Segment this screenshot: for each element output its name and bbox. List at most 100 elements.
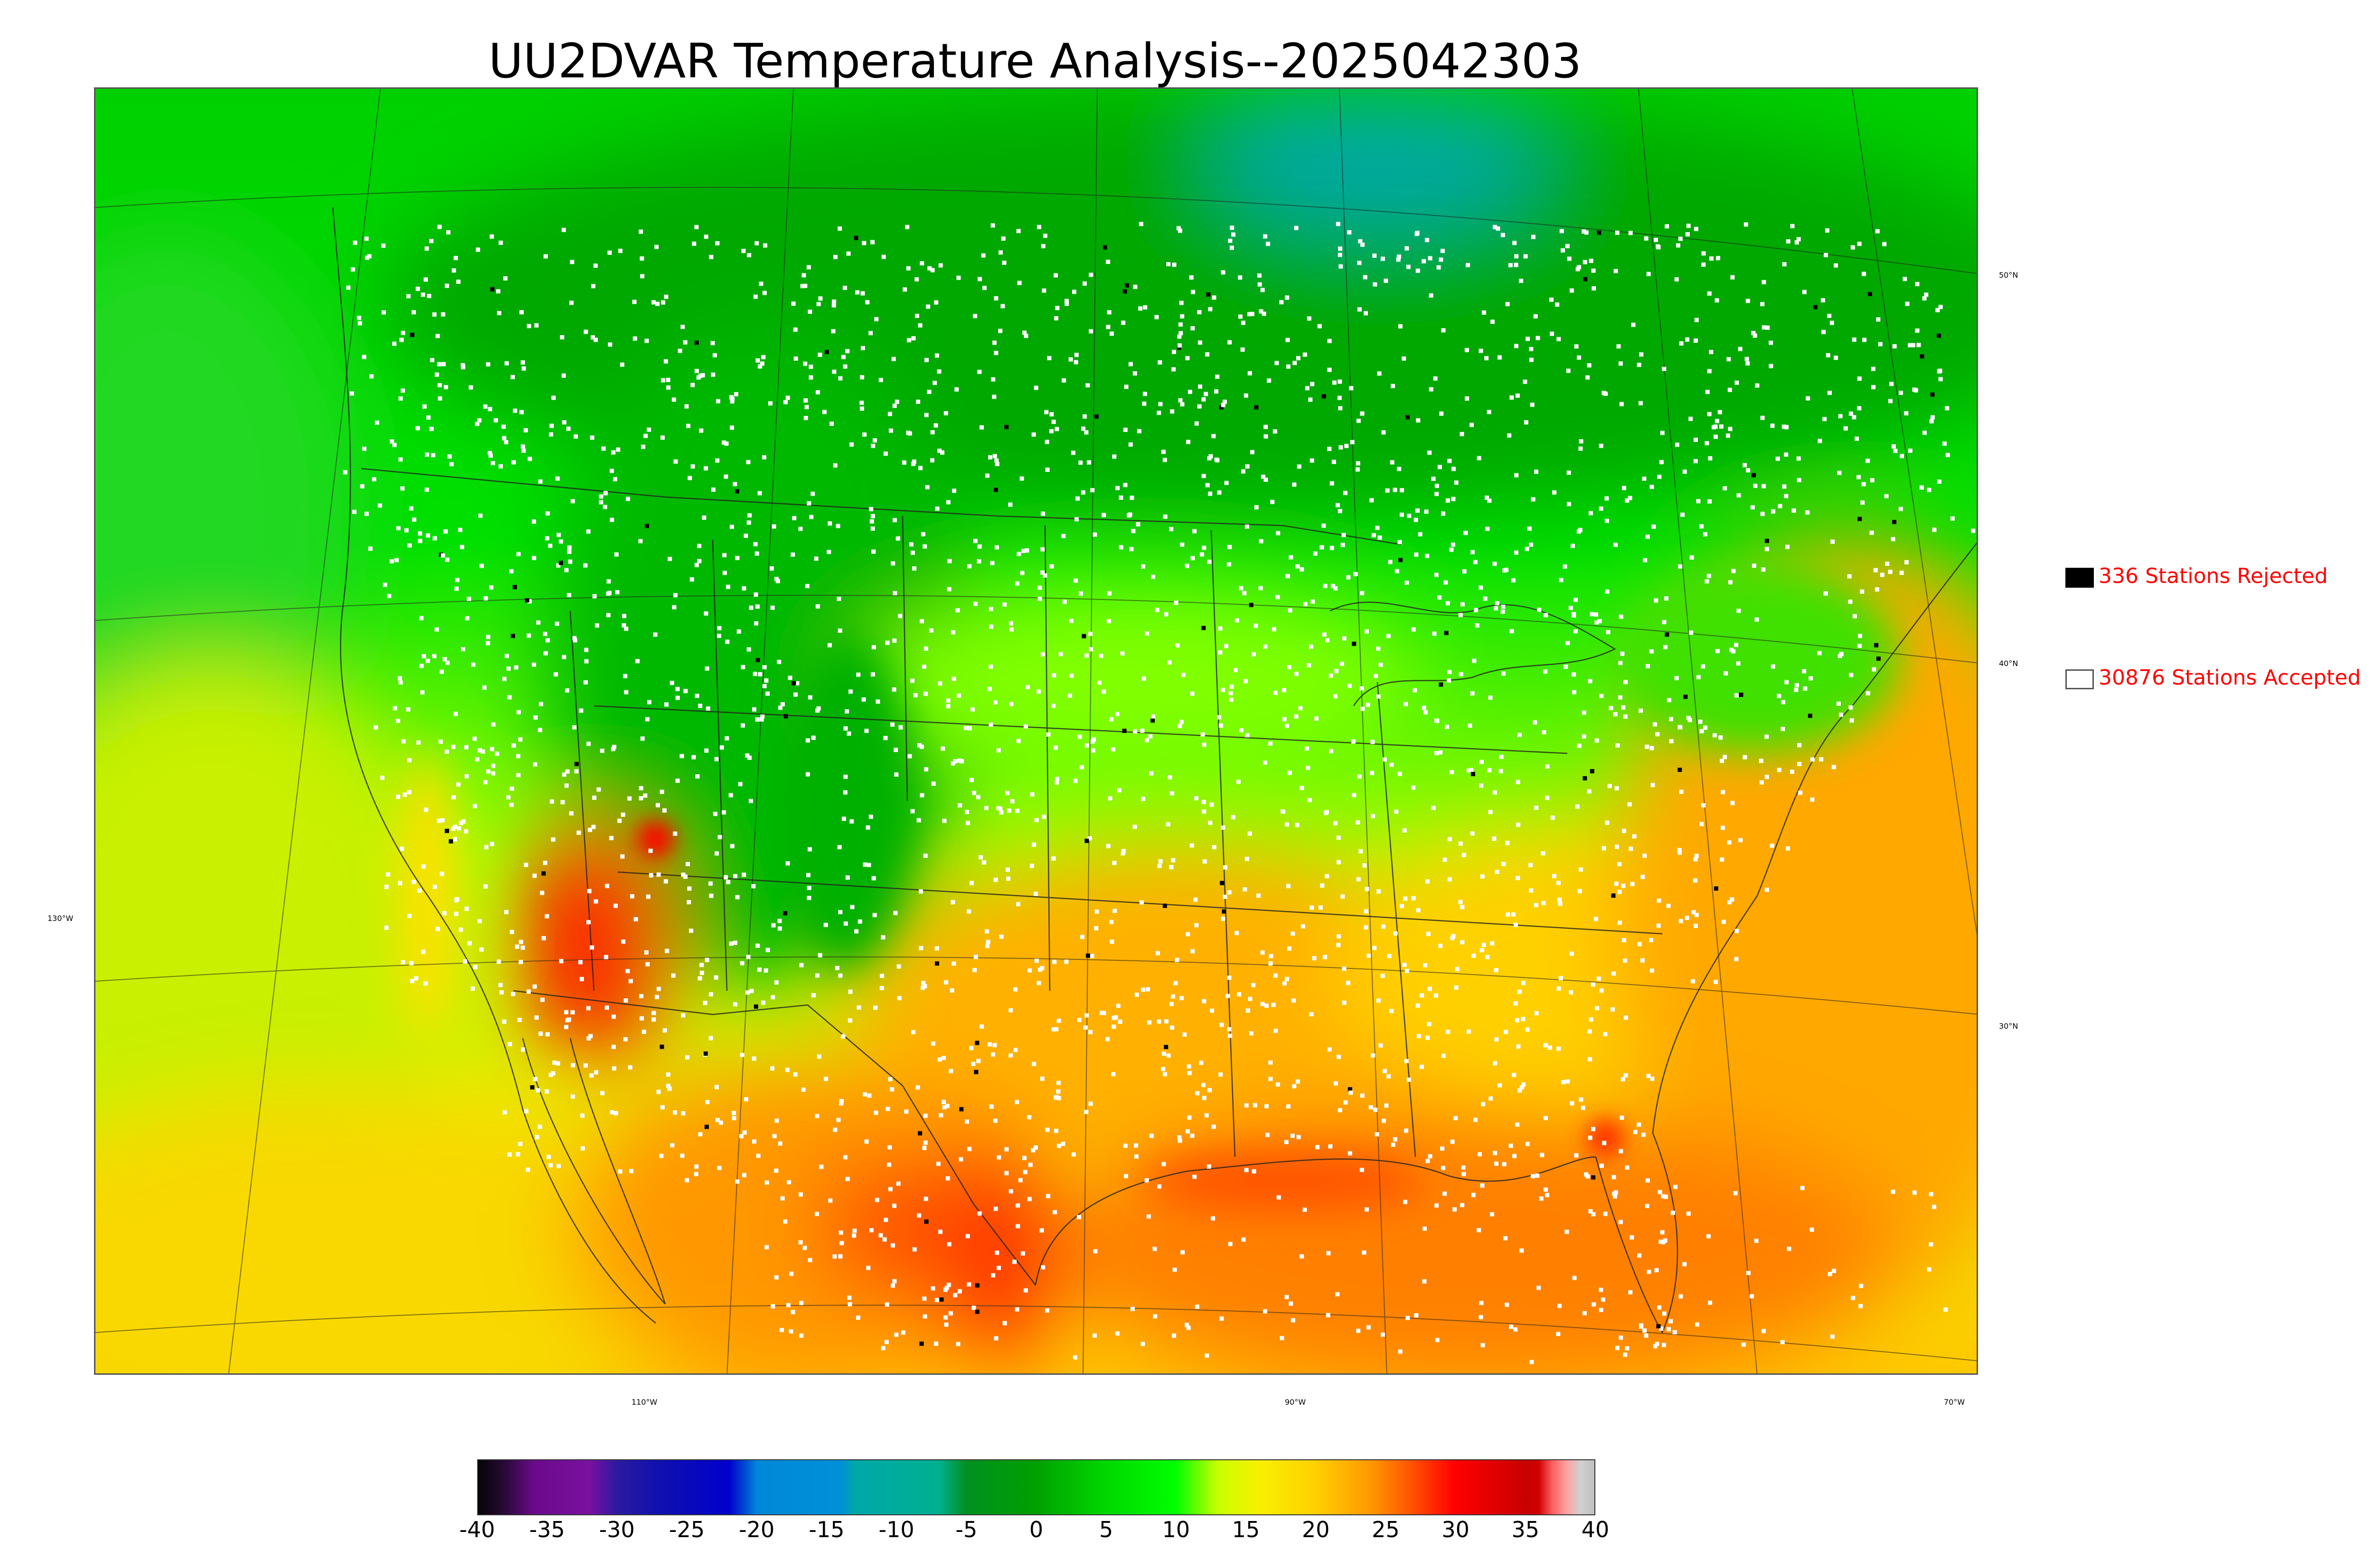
station-accepted-marker — [976, 795, 980, 799]
station-accepted-marker — [881, 254, 886, 259]
station-accepted-marker — [890, 722, 895, 727]
station-accepted-marker — [1290, 1134, 1295, 1138]
station-accepted-marker — [1231, 232, 1235, 237]
station-accepted-marker — [688, 476, 692, 480]
station-accepted-marker — [1245, 1008, 1250, 1013]
station-accepted-marker — [521, 448, 526, 453]
station-accepted-marker — [1495, 870, 1499, 874]
station-accepted-marker — [1106, 619, 1111, 623]
station-accepted-marker — [1857, 406, 1862, 411]
station-accepted-marker — [1483, 596, 1488, 601]
station-accepted-marker — [1607, 784, 1612, 789]
station-accepted-marker — [532, 984, 537, 989]
station-accepted-marker — [694, 225, 699, 229]
station-accepted-marker — [1178, 1138, 1182, 1143]
station-accepted-marker — [869, 519, 874, 524]
station-accepted-marker — [574, 434, 578, 439]
station-accepted-marker — [1406, 264, 1411, 269]
station-rejected-marker — [791, 681, 796, 685]
lon-line-110 — [726, 89, 794, 1373]
station-accepted-marker — [973, 955, 978, 959]
station-accepted-marker — [785, 1068, 790, 1072]
station-accepted-marker — [1351, 739, 1356, 744]
colorbar-tick-label: 30 — [1441, 1517, 1470, 1542]
station-accepted-marker — [606, 579, 611, 584]
station-accepted-marker — [1039, 1228, 1044, 1233]
station-accepted-marker — [1134, 992, 1139, 997]
station-accepted-marker — [1471, 1192, 1476, 1197]
station-accepted-marker — [755, 358, 760, 363]
station-accepted-marker — [873, 438, 877, 443]
station-accepted-marker — [992, 1043, 997, 1048]
station-accepted-marker — [887, 1145, 892, 1150]
station-accepted-marker — [846, 251, 851, 256]
station-accepted-marker — [1494, 968, 1498, 973]
station-accepted-marker — [1338, 509, 1342, 514]
station-accepted-marker — [919, 946, 923, 950]
station-accepted-marker — [372, 477, 377, 481]
station-accepted-marker — [965, 809, 969, 814]
station-accepted-marker — [461, 363, 465, 367]
station-accepted-marker — [801, 273, 806, 278]
station-accepted-marker — [421, 292, 425, 297]
station-accepted-marker — [1080, 935, 1084, 939]
station-accepted-marker — [526, 989, 531, 994]
station-accepted-marker — [1005, 790, 1010, 795]
station-accepted-marker — [1061, 534, 1066, 538]
station-accepted-marker — [651, 300, 656, 305]
station-accepted-marker — [1338, 379, 1342, 384]
station-rejected-marker — [1405, 415, 1410, 420]
station-accepted-marker — [377, 503, 382, 508]
station-accepted-marker — [744, 534, 748, 538]
station-accepted-marker — [1325, 638, 1329, 643]
station-accepted-marker — [1163, 514, 1168, 519]
temperature-map[interactable] — [94, 87, 1978, 1375]
station-accepted-marker — [950, 988, 954, 993]
field-pacific-north — [95, 231, 357, 801]
station-accepted-marker — [477, 418, 481, 423]
station-accepted-marker — [1040, 966, 1045, 970]
station-accepted-marker — [1529, 543, 1534, 547]
station-accepted-marker — [685, 1178, 689, 1183]
station-accepted-marker — [1639, 1324, 1643, 1329]
station-accepted-marker — [1346, 981, 1350, 986]
station-accepted-marker — [1208, 307, 1213, 311]
station-accepted-marker — [838, 973, 843, 978]
station-accepted-marker — [1102, 513, 1106, 517]
station-accepted-marker — [1404, 702, 1408, 706]
station-accepted-marker — [980, 425, 984, 430]
station-accepted-marker — [1107, 310, 1112, 315]
station-accepted-marker — [1805, 510, 1810, 515]
station-accepted-marker — [1302, 352, 1307, 357]
station-accepted-marker — [923, 646, 928, 651]
station-accepted-marker — [1212, 295, 1216, 300]
station-accepted-marker — [898, 614, 903, 619]
station-accepted-marker — [1552, 874, 1556, 878]
station-accepted-marker — [1645, 535, 1650, 539]
station-accepted-marker — [1360, 411, 1365, 416]
station-accepted-marker — [1083, 281, 1087, 286]
station-accepted-marker — [1505, 841, 1510, 845]
station-accepted-marker — [1034, 958, 1039, 963]
station-accepted-marker — [1240, 347, 1245, 352]
station-accepted-marker — [1415, 268, 1420, 273]
station-accepted-marker — [1694, 912, 1699, 917]
station-accepted-marker — [480, 749, 485, 754]
station-accepted-marker — [1470, 423, 1474, 427]
station-accepted-marker — [511, 743, 516, 748]
station-accepted-marker — [1937, 479, 1941, 484]
station-accepted-marker — [1646, 664, 1650, 668]
station-accepted-marker — [1530, 403, 1535, 407]
station-accepted-marker — [594, 338, 598, 342]
station-accepted-marker — [1088, 1030, 1093, 1034]
station-accepted-marker — [762, 291, 767, 295]
station-accepted-marker — [1614, 881, 1619, 886]
station-accepted-marker — [1087, 836, 1092, 841]
station-accepted-marker — [1764, 887, 1769, 892]
station-accepted-marker — [1424, 509, 1429, 514]
station-accepted-marker — [1583, 260, 1587, 264]
station-accepted-marker — [1128, 512, 1132, 517]
station-accepted-marker — [1359, 686, 1364, 691]
station-accepted-marker — [1376, 889, 1381, 894]
station-accepted-marker — [1272, 429, 1277, 434]
